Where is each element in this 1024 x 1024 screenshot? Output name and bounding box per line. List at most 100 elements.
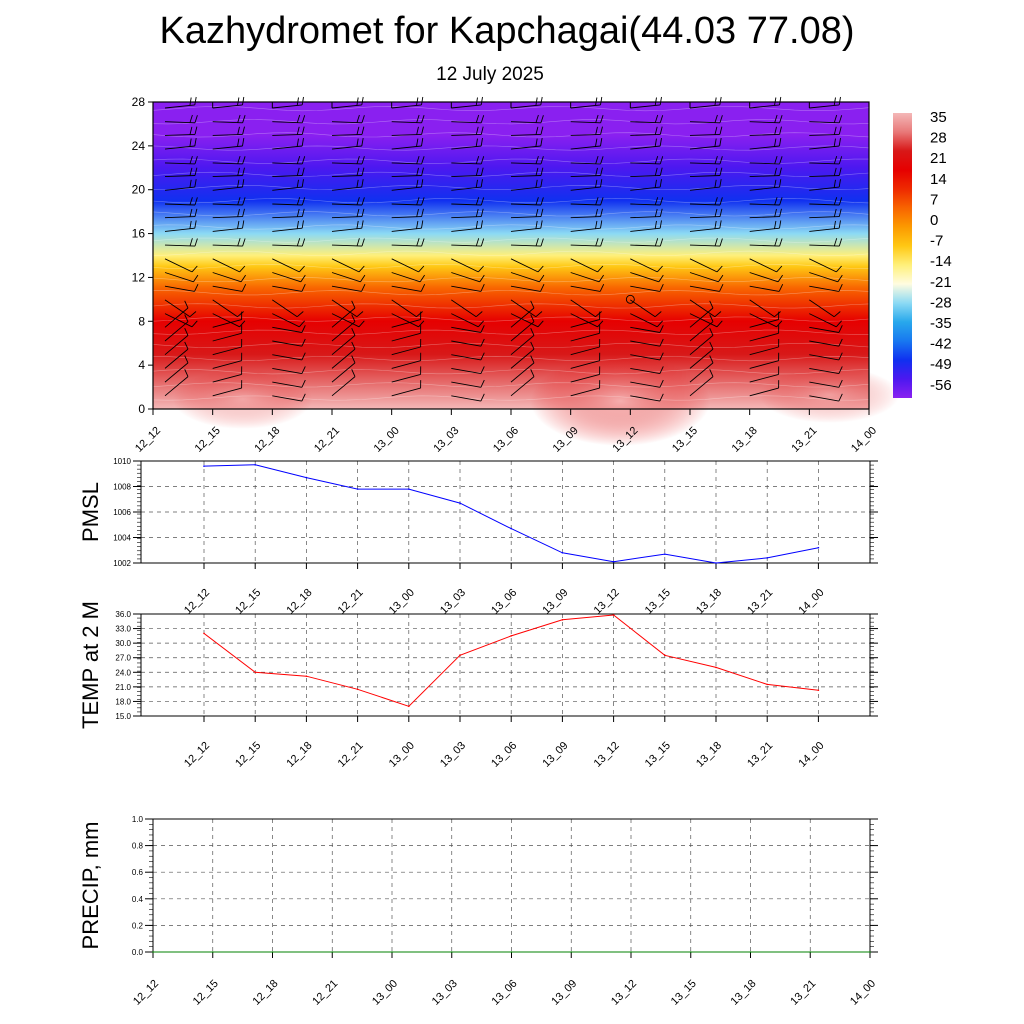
wind-barb: [570, 258, 604, 273]
contour-line: [152, 184, 870, 191]
wind-barb: [749, 179, 782, 191]
contour-line: [152, 211, 870, 217]
wind-barb: [212, 167, 245, 178]
wind-barb: [630, 167, 663, 178]
contour-line: [152, 290, 870, 296]
wind-barb: [570, 380, 601, 397]
wind-barb: [272, 179, 304, 191]
wind-barb: [749, 325, 780, 342]
wind-barb: [809, 258, 842, 273]
wind-barb: [749, 138, 782, 150]
wind-barb: [749, 258, 783, 273]
contour-line: [152, 119, 870, 125]
wind-barb: [809, 325, 843, 333]
wind-barb: [809, 393, 843, 402]
wind-barb: [331, 272, 366, 283]
wind-barb: [630, 352, 664, 361]
wind-barb: [331, 138, 364, 150]
wind-barb: [510, 299, 543, 318]
wind-barb: [331, 114, 365, 124]
wind-barb: [212, 155, 246, 165]
wind-barb: [570, 325, 601, 342]
data-point: [305, 476, 308, 479]
x-tick-label: 13_09: [540, 587, 570, 617]
colorbar-label: 28: [930, 130, 947, 147]
wind-barb: [164, 179, 197, 191]
data-point: [203, 632, 205, 635]
y-axis-label: PMSL: [78, 482, 103, 542]
wind-barb: [451, 138, 483, 150]
x-tick-label: 12_18: [284, 587, 314, 617]
wind-barb: [164, 300, 189, 328]
wind-barb: [630, 379, 664, 388]
wind-barb: [630, 208, 663, 219]
wind-barb: [272, 155, 306, 165]
wind-barb: [570, 338, 601, 356]
x-tick-label: 13_21: [789, 425, 819, 455]
y-axis-label: TEMP at 2 M: [78, 601, 103, 729]
x-tick-label: 12_12: [131, 978, 161, 1008]
wind-barb: [570, 299, 602, 318]
data-point: [211, 951, 214, 953]
y-axis-label: PRECIP, mm: [78, 822, 103, 950]
x-tick-label: 12_12: [133, 425, 163, 455]
wind-barb: [570, 366, 601, 383]
wind-barb: [272, 393, 306, 402]
x-tick-label: 12_15: [233, 740, 263, 770]
wind-barb: [510, 138, 543, 150]
wind-barb: [391, 238, 425, 247]
y-tick-label: 1008: [113, 483, 131, 492]
wind-barb: [451, 220, 483, 232]
y-tick-label: 24: [132, 139, 146, 153]
x-tick-label: 13_12: [592, 587, 622, 617]
calm-wind-circle: [625, 294, 635, 304]
contour-line: [152, 171, 870, 177]
wind-barb: [749, 284, 784, 292]
y-tick-label: 8: [138, 314, 145, 328]
x-tick-label: 12_21: [336, 740, 366, 770]
hot-spot-afternoon: [530, 356, 711, 446]
wind-barb: [689, 238, 723, 247]
x-tick-label: 13_00: [370, 978, 400, 1008]
contour-line: [152, 224, 870, 230]
wind-barb: [630, 338, 664, 347]
wind-barb: [331, 197, 365, 206]
wind-barb: [164, 258, 198, 273]
data-point: [817, 689, 820, 692]
wind-barb: [331, 155, 365, 165]
wind-barb: [272, 126, 305, 136]
colorbar-label: -56: [930, 377, 952, 394]
wind-barb: [164, 167, 198, 178]
data-point: [630, 951, 632, 953]
data-point: [817, 546, 820, 549]
wind-barb: [689, 284, 724, 292]
wind-barb: [510, 272, 545, 283]
wind-barb: [391, 313, 425, 328]
y-tick-label: 20: [132, 183, 146, 197]
wind-barb: [451, 114, 485, 124]
wind-barb: [212, 313, 246, 328]
x-tick-label: 13_12: [592, 740, 622, 770]
data-point: [305, 675, 308, 677]
wind-barb: [272, 352, 306, 361]
wind-barb: [749, 338, 780, 356]
wind-barb: [331, 220, 364, 232]
contour-line: [152, 198, 870, 204]
wind-barb: [630, 393, 664, 402]
wind-barb: [451, 272, 485, 283]
wind-barb: [391, 380, 422, 397]
wind-barb: [164, 314, 189, 342]
wind-barb: [689, 220, 722, 232]
x-tick-label: 13_03: [431, 425, 461, 455]
wind-barb: [272, 138, 304, 150]
data-point: [408, 488, 410, 490]
wind-barb: [391, 258, 425, 273]
wind-barb: [689, 208, 723, 219]
wind-barb: [272, 167, 305, 178]
colorbar-label: 14: [930, 171, 947, 188]
wind-barb: [391, 284, 426, 292]
chart-title: Kazhydromet for Kapchagai(44.03 77.08): [159, 10, 855, 52]
x-tick-label: 12_21: [336, 587, 366, 617]
wind-barb: [570, 352, 601, 369]
